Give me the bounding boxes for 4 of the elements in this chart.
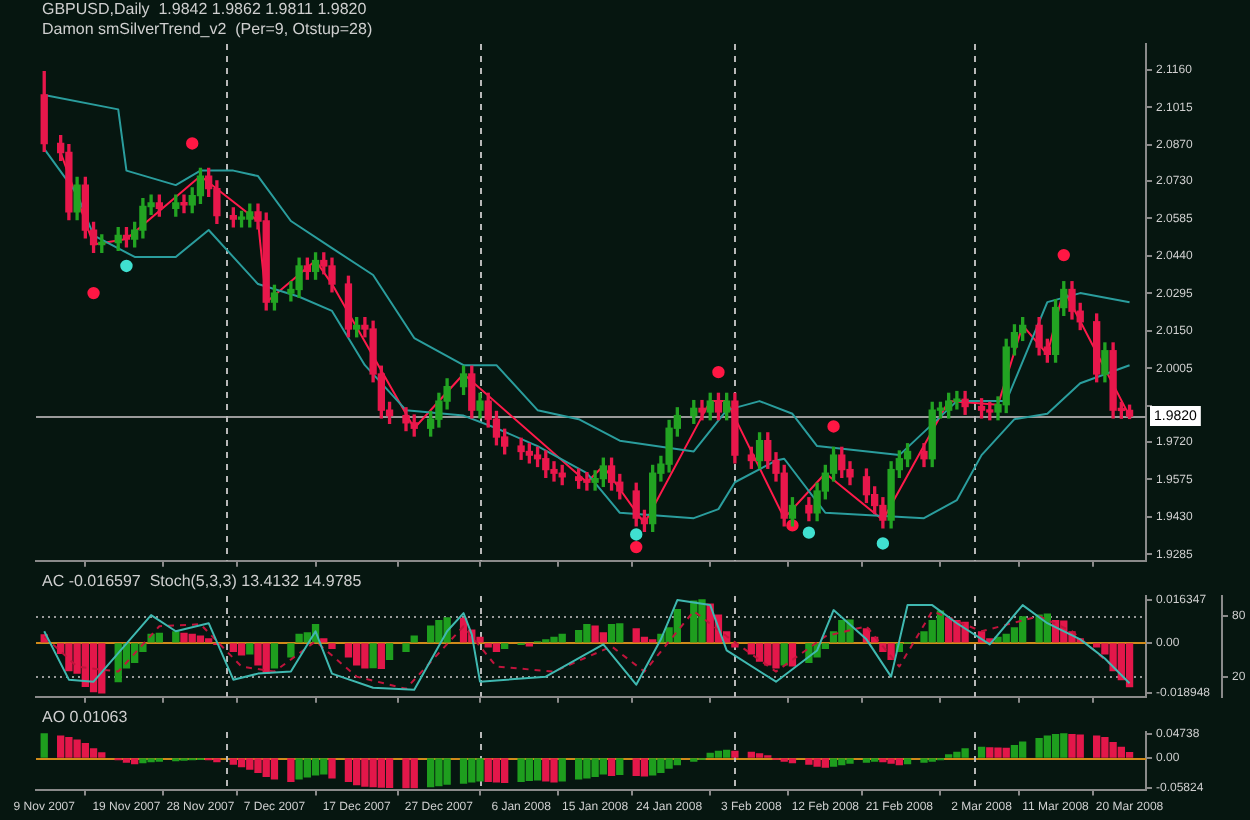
chart-title: AO 0.01063 <box>42 708 129 727</box>
chart-subtitle: Damon smSilverTrend_v2 (Per=9, Otstup=28) <box>42 20 373 39</box>
chart-title: AC -0.016597 Stoch(5,3,3) 13.4132 14.9785 <box>42 572 363 591</box>
chart-title: GBPUSD,Daily 1.9842 1.9862 1.9811 1.9820 <box>42 0 368 19</box>
